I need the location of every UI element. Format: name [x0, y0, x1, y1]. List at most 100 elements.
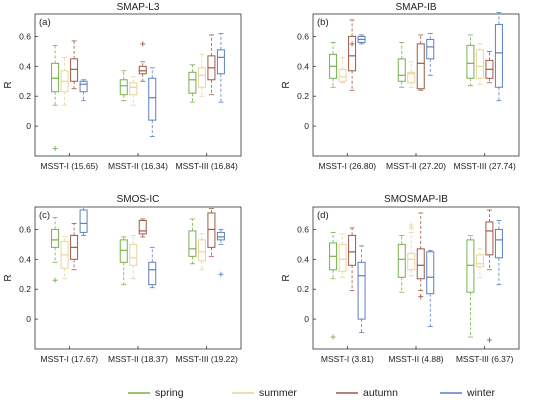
box-winter: [148, 67, 157, 137]
iqr-box: [129, 82, 138, 96]
box-spring: [119, 70, 128, 102]
box-spring: [51, 217, 60, 283]
outlier-marker: [486, 337, 492, 343]
iqr-box: [426, 38, 435, 60]
outlier-marker: [218, 271, 224, 277]
outlier-marker: [330, 334, 336, 340]
y-axis-label: R: [3, 81, 14, 88]
box-winter: [216, 229, 225, 277]
box-winter: [494, 220, 503, 286]
box-winter: [79, 79, 88, 102]
y-tick-label: 0.2: [297, 284, 309, 294]
iqr-box: [407, 71, 416, 84]
iqr-box: [119, 239, 128, 263]
iqr-box: [51, 62, 60, 93]
y-tick-label: 0.4: [297, 61, 309, 71]
outlier-marker: [140, 41, 146, 47]
box-spring: [397, 42, 406, 88]
iqr-box: [485, 221, 494, 256]
box-winter: [357, 245, 366, 333]
box-spring: [466, 34, 475, 87]
iqr-box: [70, 58, 79, 82]
iqr-box: [357, 261, 366, 320]
iqr-box: [188, 230, 197, 257]
y-axis-label: R: [281, 81, 292, 88]
panel-b: SMAP-IB (b) 0 0.2 0.4 0.6 R MSST-I (26.80) MSST-…: [281, 2, 520, 171]
box-summer: [197, 53, 206, 97]
iqr-box: [79, 80, 88, 93]
iqr-box: [348, 234, 357, 266]
box-spring: [51, 44, 60, 152]
box-autumn: [207, 34, 216, 96]
box-autumn: [416, 34, 425, 91]
outlier-marker: [349, 41, 355, 47]
legend-item-winter: winter: [440, 387, 496, 399]
iqr-box: [51, 228, 60, 248]
iqr-box: [216, 231, 225, 241]
iqr-box: [188, 71, 197, 94]
box-autumn: [485, 209, 494, 343]
iqr-box: [348, 35, 357, 72]
legend-label: winter: [466, 387, 496, 399]
box-spring: [119, 236, 128, 286]
box-winter: [79, 206, 88, 236]
box-spring: [466, 234, 475, 338]
iqr-box: [148, 261, 157, 286]
box-autumn: [348, 227, 357, 292]
box-spring: [188, 218, 197, 265]
y-tick-label: 0: [26, 121, 31, 131]
box-summer: [338, 233, 347, 278]
box-winter: [148, 246, 157, 289]
legend-label: spring: [155, 387, 184, 399]
box-winter: [426, 33, 435, 76]
plot-frame: [312, 13, 520, 157]
y-tick-label: 0.4: [297, 254, 309, 264]
box-summer: [338, 56, 347, 84]
outlier-marker: [408, 225, 414, 231]
outlier-marker: [52, 146, 58, 152]
panel-d: SMOSMAP-IB (d) 0 0.2 0.4 0.6 R MSST-I (3.81) MSS…: [281, 194, 520, 364]
y-tick-label: 0.4: [19, 254, 31, 264]
box-spring: [329, 42, 338, 88]
box-summer: [407, 61, 416, 88]
iqr-box: [207, 212, 216, 248]
x-tick-label: MSST-I (3.81): [321, 354, 374, 364]
iqr-box: [426, 251, 435, 295]
iqr-box: [216, 49, 225, 75]
x-tick-label: MSST-II (4.88): [388, 354, 443, 364]
iqr-box: [119, 79, 128, 96]
box-summer: [475, 248, 484, 278]
box-summer: [407, 222, 416, 277]
y-axis-label: R: [281, 274, 292, 281]
panel-title: SMOS-IC: [117, 194, 160, 205]
iqr-box: [138, 65, 147, 75]
iqr-box: [79, 209, 88, 233]
box-spring: [188, 64, 197, 103]
iqr-box: [407, 252, 416, 271]
box-autumn: [70, 40, 79, 90]
box-winter: [216, 33, 225, 103]
iqr-box: [338, 68, 347, 82]
iqr-box: [494, 23, 503, 88]
outlier-marker: [52, 277, 58, 283]
x-tick-label: MSST-II (27.20): [386, 161, 446, 171]
panel-title: SMAP-IB: [395, 2, 436, 13]
box-summer: [129, 234, 138, 280]
legend-label: autumn: [363, 387, 398, 399]
iqr-box: [475, 49, 484, 79]
panel-label: (a): [39, 17, 51, 28]
y-axis-label: R: [3, 274, 14, 281]
iqr-box: [397, 58, 406, 82]
panel-label: (d): [317, 210, 329, 221]
x-tick-label: MSST-I (26.80): [319, 161, 377, 171]
box-autumn: [348, 19, 357, 91]
x-tick-label: MSST-III (16.84): [175, 161, 238, 171]
iqr-box: [338, 243, 347, 272]
y-tick-label: 0.6: [297, 31, 309, 41]
iqr-box: [494, 228, 503, 259]
box-summer: [475, 43, 484, 85]
legend: spring summer autumn winter: [128, 387, 496, 399]
box-autumn: [485, 50, 494, 84]
panel-a: SMAP-L3 (a) 0 0.2 0.4 0.6 R MSST-I (15.65) MSST-…: [3, 2, 242, 171]
